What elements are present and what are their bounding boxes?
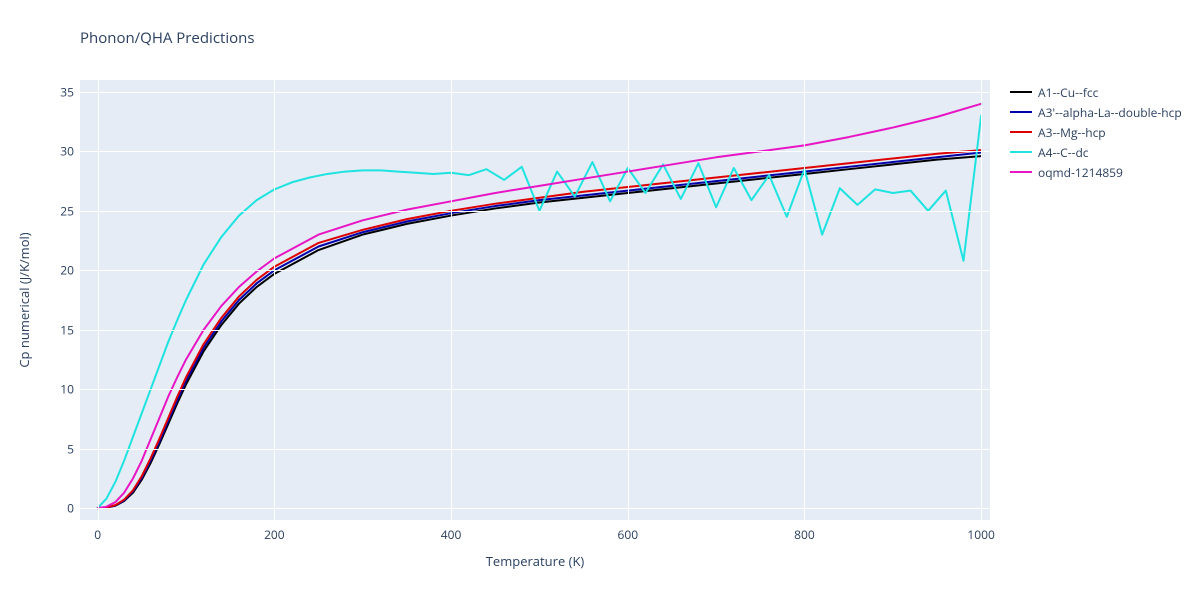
- chart-svg: [80, 80, 990, 520]
- legend-label: A3--Mg--hcp: [1038, 124, 1106, 141]
- y-axis-label: Cp numerical (J/K/mol): [15, 232, 33, 367]
- y-tick-label: 5: [34, 440, 74, 457]
- grid-line-x: [274, 80, 275, 520]
- y-tick-label: 20: [34, 262, 74, 279]
- grid-line-y: [80, 92, 990, 93]
- y-tick-label: 0: [34, 500, 74, 517]
- legend-swatch: [1010, 151, 1032, 153]
- legend-item[interactable]: A1--Cu--fcc: [1010, 82, 1182, 102]
- legend-label: A1--Cu--fcc: [1038, 84, 1098, 101]
- legend-label: A3'--alpha-La--double-hcp: [1038, 104, 1182, 121]
- legend-label: oqmd-1214859: [1038, 164, 1123, 181]
- grid-line-y: [80, 270, 990, 271]
- legend-swatch: [1010, 171, 1032, 173]
- grid-line-x: [804, 80, 805, 520]
- grid-line-y: [80, 211, 990, 212]
- plot-area[interactable]: [80, 80, 990, 520]
- x-tick-label: 0: [94, 526, 101, 543]
- y-tick-label: 35: [34, 83, 74, 100]
- legend-item[interactable]: oqmd-1214859: [1010, 162, 1182, 182]
- grid-line-x: [98, 80, 99, 520]
- legend-swatch: [1010, 131, 1032, 133]
- grid-line-y: [80, 330, 990, 331]
- legend-item[interactable]: A3'--alpha-La--double-hcp: [1010, 102, 1182, 122]
- y-tick-label: 15: [34, 321, 74, 338]
- grid-line-y: [80, 389, 990, 390]
- y-tick-label: 10: [34, 381, 74, 398]
- grid-line-x: [451, 80, 452, 520]
- legend-swatch: [1010, 91, 1032, 93]
- grid-line-y: [80, 449, 990, 450]
- x-tick-label: 400: [441, 526, 462, 543]
- grid-line-x: [628, 80, 629, 520]
- legend-item[interactable]: A3--Mg--hcp: [1010, 122, 1182, 142]
- legend-item[interactable]: A4--C--dc: [1010, 142, 1182, 162]
- legend-swatch: [1010, 111, 1032, 113]
- legend-label: A4--C--dc: [1038, 144, 1089, 161]
- x-axis-label: Temperature (K): [486, 552, 585, 570]
- grid-line-y: [80, 508, 990, 509]
- x-tick-label: 800: [794, 526, 815, 543]
- x-tick-label: 1000: [967, 526, 994, 543]
- chart-title: Phonon/QHA Predictions: [80, 28, 255, 48]
- y-tick-label: 30: [34, 143, 74, 160]
- x-tick-label: 600: [617, 526, 638, 543]
- grid-line-y: [80, 151, 990, 152]
- y-tick-label: 25: [34, 202, 74, 219]
- chart-container: Phonon/QHA Predictions Temperature (K) C…: [0, 0, 1200, 600]
- grid-line-x: [981, 80, 982, 520]
- x-tick-label: 200: [264, 526, 285, 543]
- legend: A1--Cu--fcc A3'--alpha-La--double-hcp A3--…: [1010, 82, 1182, 182]
